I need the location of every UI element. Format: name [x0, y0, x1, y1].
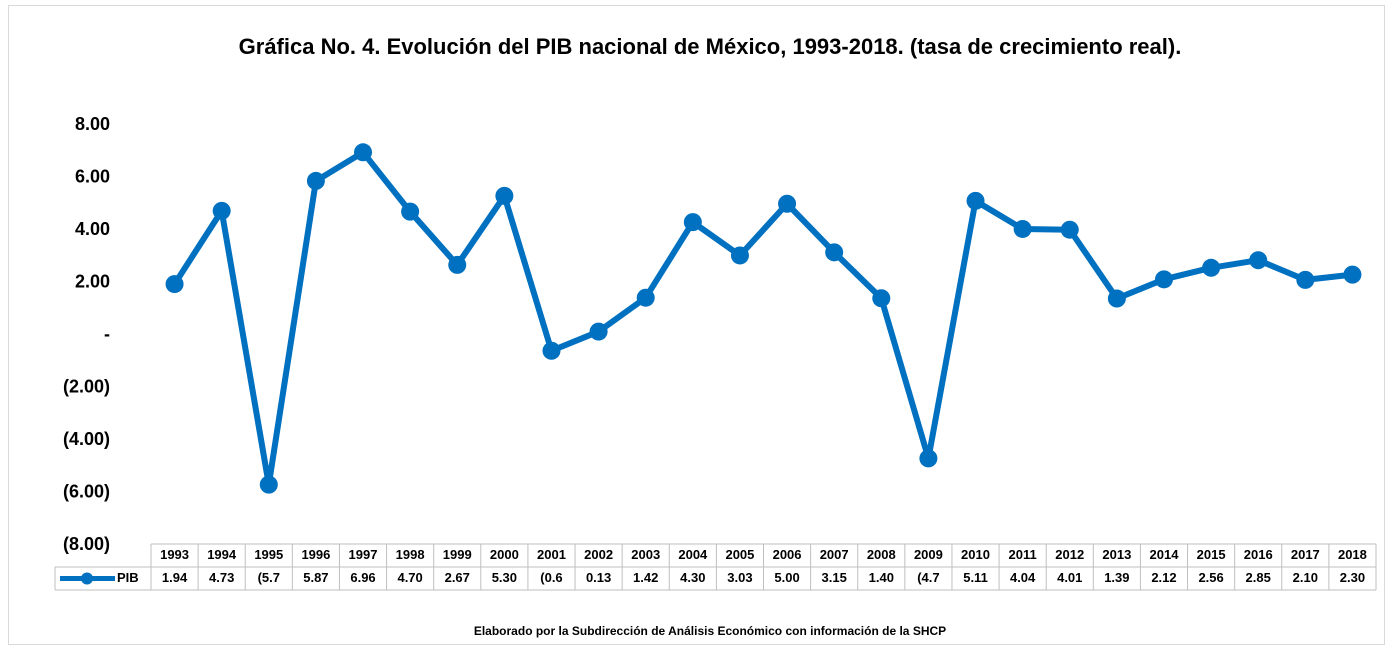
table-value: 6.96 — [350, 570, 375, 585]
table-value: 2.67 — [445, 570, 470, 585]
table-value: 4.73 — [209, 570, 234, 585]
table-value: 5.11 — [963, 570, 988, 585]
data-point — [542, 341, 561, 360]
x-tick-label: 2014 — [1150, 547, 1180, 562]
data-point — [1296, 270, 1315, 289]
table-value: 1.39 — [1104, 570, 1129, 585]
data-point — [825, 243, 844, 262]
y-tick-label: - — [104, 324, 110, 344]
chart-title: Gráfica No. 4. Evolución del PIB naciona… — [238, 34, 1182, 59]
data-point — [1060, 220, 1079, 239]
table-value: 1.94 — [162, 570, 188, 585]
data-point — [683, 213, 702, 232]
x-tick-label: 1997 — [349, 547, 378, 562]
y-tick-label: 8.00 — [75, 114, 110, 134]
x-tick-label: 2008 — [867, 547, 896, 562]
legend-marker — [81, 572, 93, 585]
data-point — [1154, 270, 1173, 289]
x-tick-label: 2001 — [537, 547, 566, 562]
x-tick-label: 2005 — [725, 547, 754, 562]
data-point — [872, 289, 891, 308]
data-point — [1107, 289, 1126, 308]
data-point — [354, 143, 373, 162]
data-point — [966, 191, 985, 210]
data-point — [1249, 251, 1268, 270]
x-tick-label: 1996 — [301, 547, 330, 562]
x-tick-label: 2017 — [1291, 547, 1320, 562]
data-point — [636, 288, 655, 307]
y-tick-label: (4.00) — [63, 429, 110, 449]
data-point — [306, 171, 325, 190]
x-tick-label: 2012 — [1055, 547, 1084, 562]
data-point — [730, 246, 749, 265]
data-point — [919, 449, 938, 468]
table-value: 2.56 — [1198, 570, 1223, 585]
table-value: 5.00 — [774, 570, 799, 585]
data-line — [172, 149, 1353, 488]
x-tick-label: 2018 — [1338, 547, 1367, 562]
table-value: 2.12 — [1151, 570, 1176, 585]
data-point — [589, 322, 608, 341]
x-tick-label: 2007 — [820, 547, 849, 562]
x-tick-label: 2006 — [773, 547, 802, 562]
table-value: 5.30 — [492, 570, 517, 585]
y-tick-label: (6.00) — [63, 481, 110, 501]
data-point — [401, 202, 420, 221]
y-tick-label: 4.00 — [75, 219, 110, 239]
x-tick-label: 1999 — [443, 547, 472, 562]
table-value: 4.01 — [1057, 570, 1082, 585]
table-value: 4.30 — [680, 570, 705, 585]
data-point — [778, 194, 797, 213]
y-tick-label: (2.00) — [63, 376, 110, 396]
legend-label: PIB — [117, 570, 139, 585]
x-tick-label: 2009 — [914, 547, 943, 562]
table-value: 2.30 — [1340, 570, 1365, 585]
x-tick-label: 2010 — [961, 547, 990, 562]
data-point — [1202, 258, 1221, 277]
table-value: 1.42 — [633, 570, 658, 585]
source-note: Elaborado por la Subdirección de Análisi… — [474, 624, 946, 638]
data-point — [165, 275, 184, 294]
data-point — [1013, 219, 1032, 238]
table-value: 1.40 — [869, 570, 894, 585]
data-point — [448, 255, 467, 274]
table-value: 3.15 — [822, 570, 847, 585]
table-value: 0.13 — [586, 570, 611, 585]
table-value: (4.7 — [917, 570, 939, 585]
y-tick-label: (8.00) — [63, 534, 110, 554]
x-tick-label: 1995 — [254, 547, 283, 562]
x-tick-label: 2004 — [678, 547, 708, 562]
x-tick-label: 1994 — [207, 547, 237, 562]
table-value: 2.10 — [1293, 570, 1318, 585]
x-tick-label: 1993 — [160, 547, 189, 562]
table-value: 4.04 — [1010, 570, 1036, 585]
table-value: 3.03 — [727, 570, 752, 585]
data-point — [495, 186, 514, 205]
x-tick-label: 2013 — [1102, 547, 1131, 562]
x-tick-label: 1998 — [396, 547, 425, 562]
x-tick-label: 2002 — [584, 547, 613, 562]
table-value: 2.85 — [1246, 570, 1271, 585]
table-value: (0.6 — [540, 570, 562, 585]
table-value: 5.87 — [303, 570, 328, 585]
data-point — [1343, 265, 1362, 284]
x-tick-label: 2003 — [631, 547, 660, 562]
table-value: (5.7 — [258, 570, 280, 585]
table-value: 4.70 — [397, 570, 422, 585]
x-tick-label: 2015 — [1197, 547, 1226, 562]
x-tick-label: 2016 — [1244, 547, 1273, 562]
data-point — [212, 201, 231, 220]
y-tick-label: 6.00 — [75, 166, 110, 186]
data-point — [259, 475, 278, 494]
x-tick-label: 2011 — [1009, 547, 1037, 562]
x-tick-label: 2000 — [490, 547, 519, 562]
y-tick-label: 2.00 — [75, 271, 110, 291]
